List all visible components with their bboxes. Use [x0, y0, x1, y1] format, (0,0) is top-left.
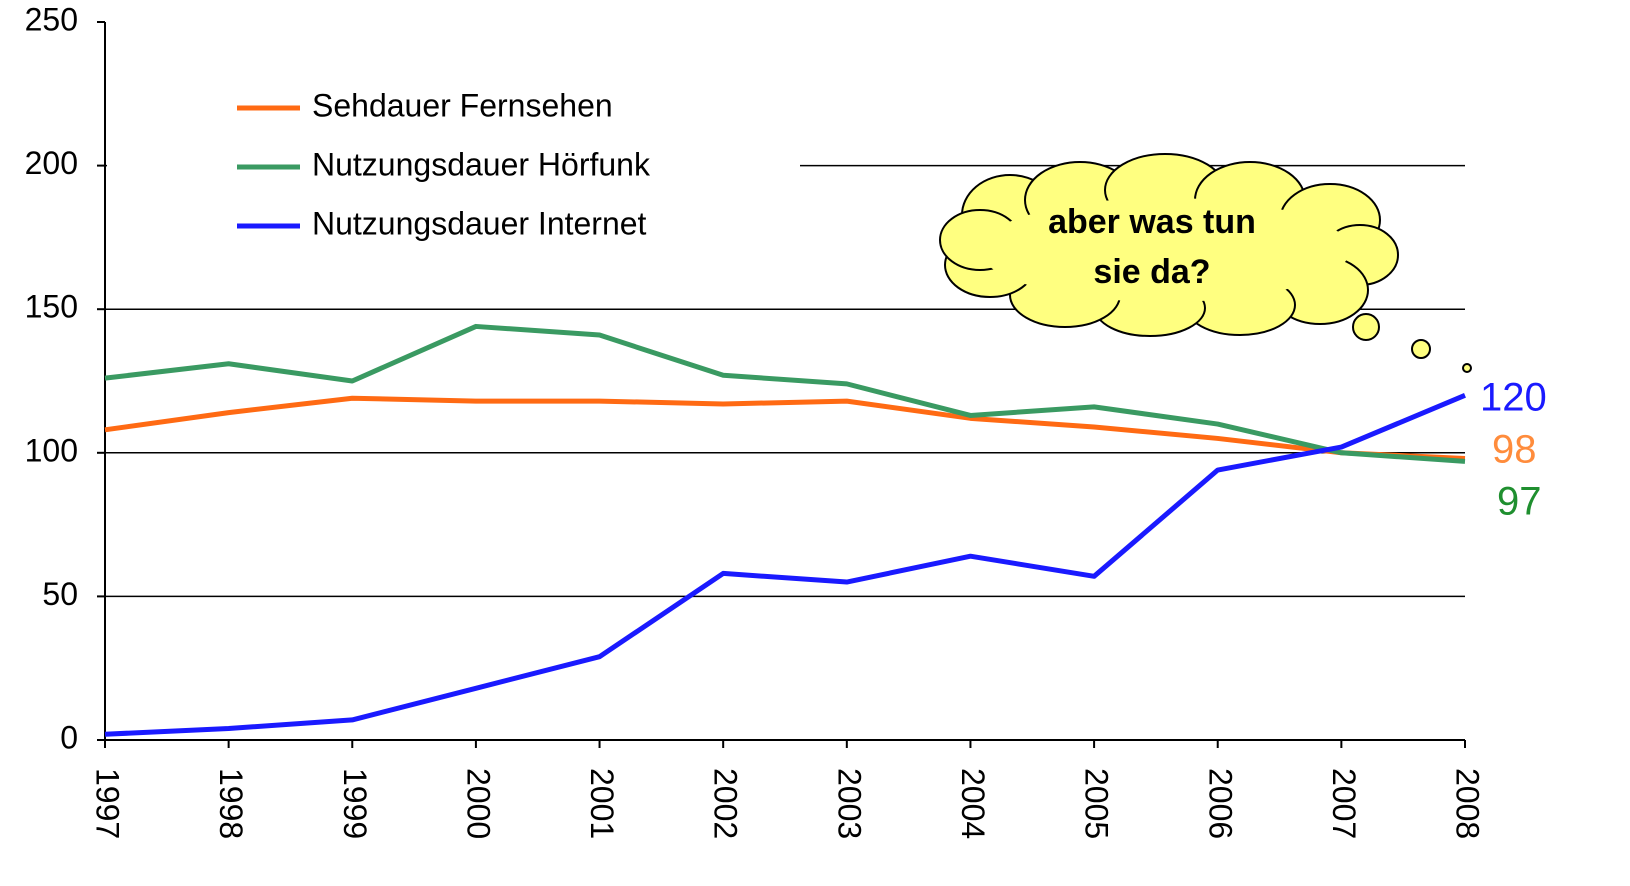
x-tick-label: 2003	[831, 768, 867, 839]
y-tick-label: 50	[42, 576, 78, 612]
y-tick-label: 200	[25, 145, 78, 181]
legend-label: Nutzungsdauer Hörfunk	[312, 146, 651, 182]
x-tick-label: 2004	[955, 768, 991, 839]
series-line	[104, 395, 1466, 462]
x-tick-label: 1997	[90, 768, 126, 839]
x-tick-label: 2005	[1079, 768, 1115, 839]
x-tick-label: 2000	[460, 768, 496, 839]
end-label: 98	[1492, 428, 1537, 472]
y-tick-label: 150	[25, 289, 78, 325]
x-tick-label: 2008	[1450, 768, 1486, 839]
x-tick-label: 2007	[1326, 768, 1362, 839]
end-label: 120	[1480, 376, 1547, 420]
legend-label: Nutzungsdauer Internet	[312, 205, 647, 241]
x-tick-label: 1999	[337, 768, 373, 839]
annotation: aber was tun	[1048, 203, 1256, 241]
x-tick-label: 1998	[213, 768, 249, 839]
end-label: 97	[1497, 480, 1542, 524]
y-tick-label: 100	[25, 432, 78, 468]
legend-box	[107, 70, 800, 260]
thought-cloud	[1352, 313, 1472, 373]
x-tick-label: 2002	[708, 768, 744, 839]
legend-label: Sehdauer Fernsehen	[312, 87, 613, 123]
annotation: sie da?	[1093, 253, 1210, 291]
y-tick-label: 250	[25, 1, 78, 37]
series-line	[104, 393, 1466, 737]
x-tick-label: 2006	[1202, 768, 1238, 839]
cloud-fill	[980, 198, 1350, 302]
thought-cloud	[939, 153, 1399, 337]
y-tick-label: 0	[60, 719, 78, 755]
x-tick-label: 2001	[584, 768, 620, 839]
series-line	[104, 323, 1466, 464]
